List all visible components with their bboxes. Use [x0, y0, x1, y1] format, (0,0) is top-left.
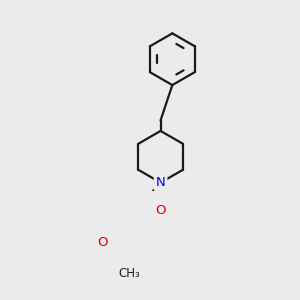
- Text: CH₃: CH₃: [118, 267, 140, 280]
- Text: O: O: [155, 204, 166, 218]
- Text: O: O: [97, 236, 108, 249]
- Text: N: N: [156, 176, 166, 189]
